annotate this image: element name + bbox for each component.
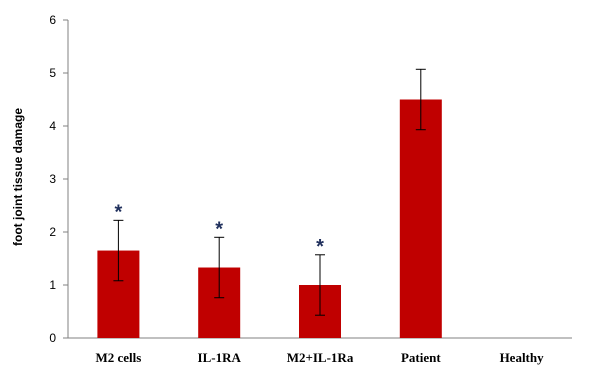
y-tick-label: 0: [49, 331, 56, 345]
bar: [399, 99, 442, 338]
x-category-label: M2+IL-1Ra: [287, 350, 354, 365]
error-bars: [113, 68, 426, 316]
x-category-label: Patient: [401, 350, 441, 365]
y-tick-label: 4: [49, 119, 56, 133]
x-axis-labels: M2 cells IL-1RA M2+IL-1Ra Patient Healthy: [95, 350, 544, 365]
x-category-label: Healthy: [500, 350, 545, 365]
significance-star: *: [316, 236, 324, 258]
y-tick-label: 2: [49, 225, 56, 239]
y-tick-label: 3: [49, 172, 56, 186]
x-category-label: IL-1RA: [198, 350, 242, 365]
y-tick-label: 6: [49, 13, 56, 27]
y-axis-ticks: 0 1 2 3 4 5 6: [49, 13, 68, 345]
bars: [97, 99, 442, 338]
y-tick-label: 1: [49, 278, 56, 292]
y-axis-title: foot joint tissue damage: [11, 108, 25, 246]
x-category-label: M2 cells: [95, 350, 141, 365]
significance-markers: * * *: [115, 201, 325, 257]
significance-star: *: [115, 201, 123, 223]
significance-star: *: [215, 218, 223, 240]
y-tick-label: 5: [49, 66, 56, 80]
